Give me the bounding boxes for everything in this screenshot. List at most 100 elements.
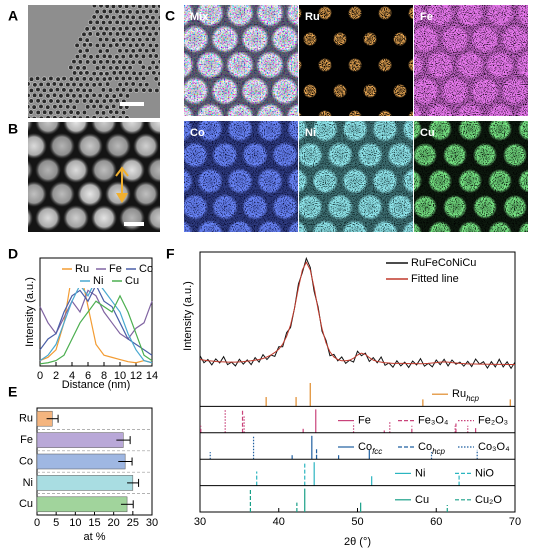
x-tick-label: 25 bbox=[127, 517, 139, 529]
nanoparticle bbox=[107, 19, 113, 26]
nanoparticle bbox=[124, 25, 130, 31]
particle-signal bbox=[408, 58, 413, 72]
nanoparticle bbox=[28, 87, 35, 94]
particle-signal bbox=[378, 58, 392, 72]
map-label: Fe bbox=[420, 11, 433, 23]
nanoparticle bbox=[107, 31, 114, 37]
nanoparticle bbox=[111, 103, 117, 109]
particle-signal bbox=[458, 221, 482, 232]
nanoparticle bbox=[119, 157, 145, 183]
nanoparticle bbox=[87, 19, 94, 25]
nanoparticle bbox=[100, 87, 107, 93]
legend-label: Fe bbox=[358, 415, 371, 427]
particle-signal bbox=[333, 32, 347, 46]
nanoparticle bbox=[131, 26, 137, 32]
panel-label: F bbox=[166, 246, 175, 262]
nanoparticle bbox=[100, 42, 107, 48]
x-tick-label: 30 bbox=[194, 516, 206, 528]
nanoparticle bbox=[61, 110, 68, 116]
nanoparticle bbox=[117, 115, 124, 118]
x-tick-label: 8 bbox=[101, 370, 107, 382]
nanoparticle bbox=[117, 48, 123, 54]
particle-signal bbox=[242, 142, 268, 168]
nanoparticle bbox=[140, 64, 146, 70]
nanoparticle bbox=[114, 98, 120, 104]
nanoparticle bbox=[133, 133, 159, 159]
panel-label: E bbox=[8, 384, 17, 400]
nanoparticle bbox=[117, 14, 123, 20]
particle-signal bbox=[501, 25, 528, 53]
particle-signal bbox=[426, 5, 454, 27]
particle-signal bbox=[441, 77, 469, 105]
nanoparticle bbox=[71, 104, 77, 110]
nanoparticle bbox=[151, 70, 157, 76]
legend-label: Cofcc bbox=[358, 441, 382, 456]
panel-label: D bbox=[8, 246, 18, 262]
particle-signal bbox=[272, 142, 298, 168]
nanoparticle bbox=[91, 14, 97, 20]
nanoparticle bbox=[48, 110, 54, 116]
particle-signals bbox=[414, 121, 528, 232]
nanoparticle bbox=[108, 109, 114, 115]
particle-signal bbox=[402, 121, 413, 142]
particle-signal bbox=[441, 25, 469, 53]
particle-signal bbox=[516, 51, 528, 79]
x-tick-label: 70 bbox=[509, 516, 521, 528]
nanoparticle bbox=[114, 19, 120, 25]
plot-frame bbox=[39, 257, 153, 367]
nanoparticle bbox=[107, 87, 114, 93]
legend-name: Ru bbox=[452, 388, 466, 400]
nanoparticle bbox=[91, 59, 97, 65]
legend-label: Fitted line bbox=[411, 273, 459, 285]
nanoparticle bbox=[124, 36, 130, 42]
nanoparticle bbox=[117, 59, 123, 65]
legend-label: NiO bbox=[475, 467, 494, 479]
particle-signal bbox=[184, 5, 194, 27]
nanoparticle bbox=[54, 86, 61, 93]
particle-signal bbox=[486, 5, 514, 27]
nanoparticle bbox=[28, 181, 47, 207]
particle-signal bbox=[387, 142, 413, 168]
nanoparticle bbox=[128, 53, 134, 59]
nanoparticle bbox=[107, 76, 113, 82]
eds-map: Co bbox=[184, 121, 298, 232]
particle-signal bbox=[226, 51, 254, 79]
particle-signals bbox=[414, 5, 528, 116]
particle-signal bbox=[312, 168, 338, 194]
nanoparticle bbox=[41, 76, 47, 82]
y-tick-label: Ru bbox=[19, 413, 33, 425]
x-axis-label: Distance (nm) bbox=[62, 379, 130, 391]
nanoparticle bbox=[95, 31, 101, 37]
nanoparticle bbox=[84, 26, 90, 32]
nanoparticle bbox=[114, 65, 120, 71]
nanoparticle bbox=[105, 133, 131, 159]
x-tick-label: 50 bbox=[351, 516, 363, 528]
particle-signal bbox=[299, 7, 302, 19]
nanoparticle bbox=[67, 98, 74, 104]
nanoparticle bbox=[45, 81, 51, 88]
data-line bbox=[199, 256, 516, 370]
nanoparticle bbox=[104, 81, 111, 87]
nanoparticle bbox=[150, 25, 157, 32]
nanoparticle bbox=[48, 87, 54, 93]
x-tick-label: 30 bbox=[146, 517, 158, 529]
nanoparticle bbox=[98, 59, 104, 65]
particle-signal bbox=[402, 168, 413, 194]
data-line bbox=[199, 261, 516, 366]
nanoparticle bbox=[77, 181, 103, 207]
legend-name: RuFeCoNiCu bbox=[411, 257, 476, 269]
particle-signal bbox=[363, 32, 377, 46]
nanoparticle bbox=[141, 20, 147, 26]
nanoparticle bbox=[108, 98, 114, 104]
nanoparticle bbox=[147, 157, 160, 183]
particle-signal bbox=[227, 168, 253, 194]
scale-bar bbox=[124, 222, 144, 226]
nanoparticle bbox=[63, 122, 89, 135]
nanoparticle bbox=[104, 26, 110, 32]
nanoparticle bbox=[150, 59, 156, 66]
particle-signal bbox=[372, 121, 398, 142]
nanoparticle bbox=[110, 37, 117, 43]
particle-signal bbox=[211, 77, 239, 105]
data-line bbox=[39, 267, 153, 364]
nanoparticle bbox=[120, 30, 127, 37]
